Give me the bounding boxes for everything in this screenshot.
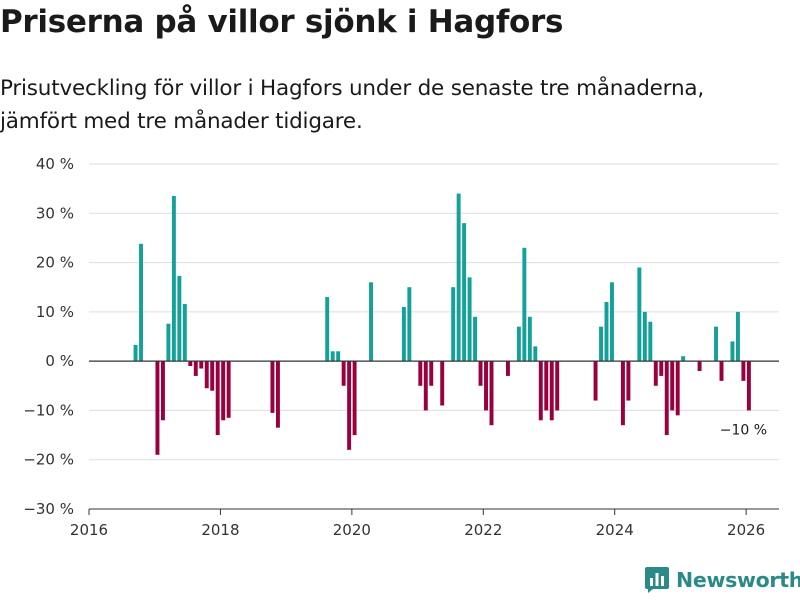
bar-2022-12 (544, 361, 549, 411)
y-tick-label: 10 % (36, 303, 74, 321)
bar-2024-03 (626, 361, 631, 401)
bar-2023-12 (610, 282, 614, 362)
bar-2023-02 (555, 361, 560, 411)
bar-2019-12 (347, 361, 352, 450)
bar-2021-02 (423, 361, 428, 411)
bar-2021-11 (473, 316, 478, 362)
y-tick-label: 40 % (36, 155, 74, 173)
y-tick-label: −20 % (23, 451, 74, 469)
x-tick-label: 2022 (464, 521, 502, 539)
bar-2021-12 (478, 361, 483, 386)
bar-2021-08 (456, 193, 461, 362)
bar-2016-10 (139, 243, 143, 362)
grid-lines (89, 163, 779, 510)
bar-2024-09 (659, 361, 664, 376)
x-tick-label: 2024 (596, 521, 634, 539)
chart-title: Priserna på villor sjönk i Hagfors (0, 4, 564, 40)
y-tick-label: −30 % (23, 500, 74, 518)
bar-2024-02 (620, 361, 625, 426)
y-tick-label: 30 % (36, 204, 74, 222)
bar-2022-01 (484, 361, 488, 411)
bar-2017-03 (166, 323, 171, 362)
bar-2025-08 (719, 361, 724, 381)
bar-2021-03 (429, 361, 434, 386)
bar-2018-11 (275, 361, 280, 428)
bar-2017-05 (177, 275, 182, 362)
bar-2022-07 (516, 326, 521, 362)
bar-2026-01 (746, 361, 751, 411)
bar-2022-05 (505, 361, 510, 376)
bar-2018-01 (221, 361, 226, 421)
bar-2023-10 (599, 326, 603, 362)
bar-2023-09 (593, 361, 598, 401)
bar-2017-10 (204, 361, 209, 389)
brand-name: Newsworthy (676, 568, 800, 592)
bar-2020-01 (352, 361, 357, 436)
newsworthy-logo-icon (645, 567, 669, 593)
bar-series (133, 193, 751, 455)
y-tick-label: 20 % (36, 254, 74, 272)
newsworthy-brand: Newsworthy (645, 567, 800, 593)
axes (88, 360, 779, 515)
bar-2018-02 (226, 361, 231, 418)
bar-2025-11 (735, 311, 740, 362)
bar-2020-10 (401, 306, 406, 362)
bar-2022-10 (533, 346, 538, 362)
bar-2017-06 (182, 303, 187, 362)
bar-2020-04 (369, 282, 373, 362)
bar-2018-10 (270, 361, 275, 413)
bar-2021-10 (467, 277, 472, 362)
bar-2021-07 (451, 287, 456, 362)
x-tick-label: 2018 (201, 521, 239, 539)
bar-2017-07 (188, 361, 193, 367)
bar-2024-08 (653, 361, 658, 386)
bar-2019-10 (336, 351, 341, 362)
bar-2022-11 (538, 361, 543, 421)
y-tick-label: 0 % (45, 352, 74, 370)
chart-subtitle: Prisutveckling för villor i Hagfors unde… (0, 76, 704, 134)
x-tick-label: 2020 (333, 521, 371, 539)
bar-2017-11 (210, 361, 215, 391)
x-tick-label: 2026 (727, 521, 765, 539)
bar-2021-01 (418, 361, 423, 386)
bar-2022-08 (522, 247, 527, 362)
bar-2021-09 (462, 223, 467, 362)
bar-2022-09 (527, 316, 532, 362)
bar-2024-06 (642, 311, 647, 362)
bar-2025-04 (697, 361, 702, 371)
tick-labels: −30 % −20 % −10 % 0 % 10 % 20 % 30 % 40 % 2016 20… (23, 155, 767, 539)
bar-2019-09 (330, 351, 335, 362)
y-tick-label: −10 % (23, 401, 74, 419)
bar-2017-09 (199, 361, 204, 369)
bar-2019-08 (325, 297, 330, 362)
bar-2024-07 (648, 321, 653, 362)
latest-value-annotation: −10 % (720, 422, 767, 438)
bar-2023-11 (604, 302, 609, 362)
bar-2023-01 (549, 361, 554, 421)
bar-2016-09 (133, 344, 138, 362)
bar-2024-10 (664, 361, 669, 436)
bar-2022-02 (489, 361, 494, 426)
bar-2017-12 (215, 361, 220, 436)
bar-2021-05 (440, 361, 445, 406)
bar-2024-05 (637, 267, 642, 362)
bar-2024-12 (675, 361, 680, 416)
bar-2025-10 (730, 341, 735, 362)
x-tick-label: 2016 (70, 521, 108, 539)
bar-2019-11 (341, 361, 346, 386)
bar-2017-01 (155, 361, 160, 455)
bar-2017-02 (160, 361, 165, 421)
bar-2017-04 (171, 196, 176, 362)
bar-2025-01 (681, 356, 686, 362)
bar-2025-07 (714, 326, 718, 362)
bar-2025-12 (741, 361, 746, 381)
bar-2020-11 (407, 287, 412, 362)
bar-2017-08 (193, 361, 198, 376)
bar-2024-11 (670, 361, 675, 411)
